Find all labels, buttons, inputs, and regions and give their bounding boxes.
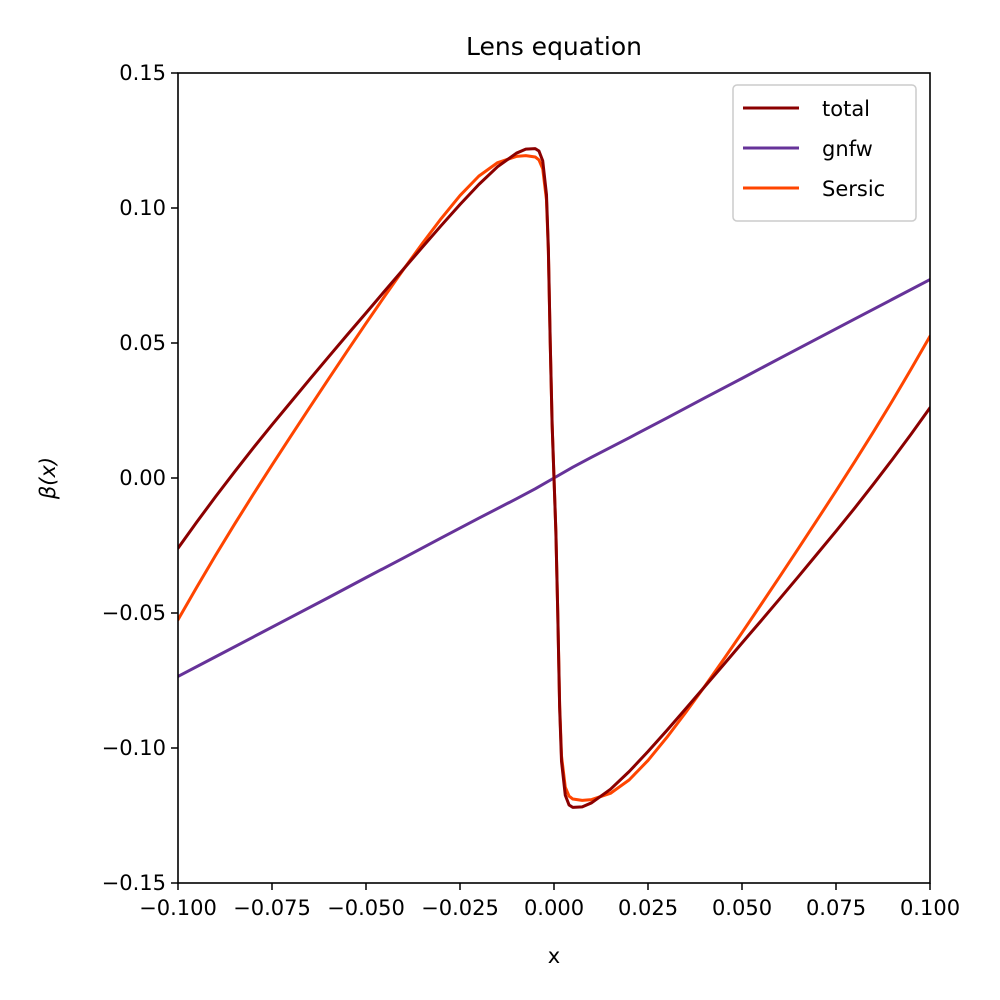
chart-title: Lens equation [466,32,642,61]
y-tick-label: −0.10 [102,736,166,760]
x-axis-label: x [548,944,560,968]
y-tick-label: 0.00 [119,466,166,490]
y-axis-ticks: −0.15 −0.10 −0.05 0.00 0.05 0.10 0.15 [102,61,178,895]
x-tick-label: 0.075 [806,896,866,920]
y-tick-label: 0.05 [119,331,166,355]
x-tick-label: 0.000 [524,896,584,920]
x-tick-label: −0.025 [421,896,499,920]
legend-label-sersic: Sersic [822,177,885,201]
x-tick-label: −0.075 [233,896,311,920]
series-layer [178,147,930,809]
x-tick-label: −0.050 [327,896,405,920]
x-tick-label: 0.050 [712,896,772,920]
legend-label-total: total [822,97,870,121]
y-tick-label: 0.10 [119,196,166,220]
x-tick-label: 0.100 [900,896,960,920]
legend-items: total gnfw Sersic [743,97,885,201]
y-tick-label: −0.15 [102,871,166,895]
legend-label-gnfw: gnfw [822,137,873,161]
y-tick-label: 0.15 [119,61,166,85]
series-line-total [178,147,930,809]
y-tick-label: −0.05 [102,601,166,625]
y-axis-label: β(x) [36,457,60,500]
x-tick-label: −0.100 [139,896,217,920]
x-axis-ticks: −0.100 −0.075 −0.050 −0.025 0.000 0.025 0.050 0… [139,883,960,920]
x-tick-label: 0.025 [618,896,678,920]
legend: total gnfw Sersic [732,84,917,222]
